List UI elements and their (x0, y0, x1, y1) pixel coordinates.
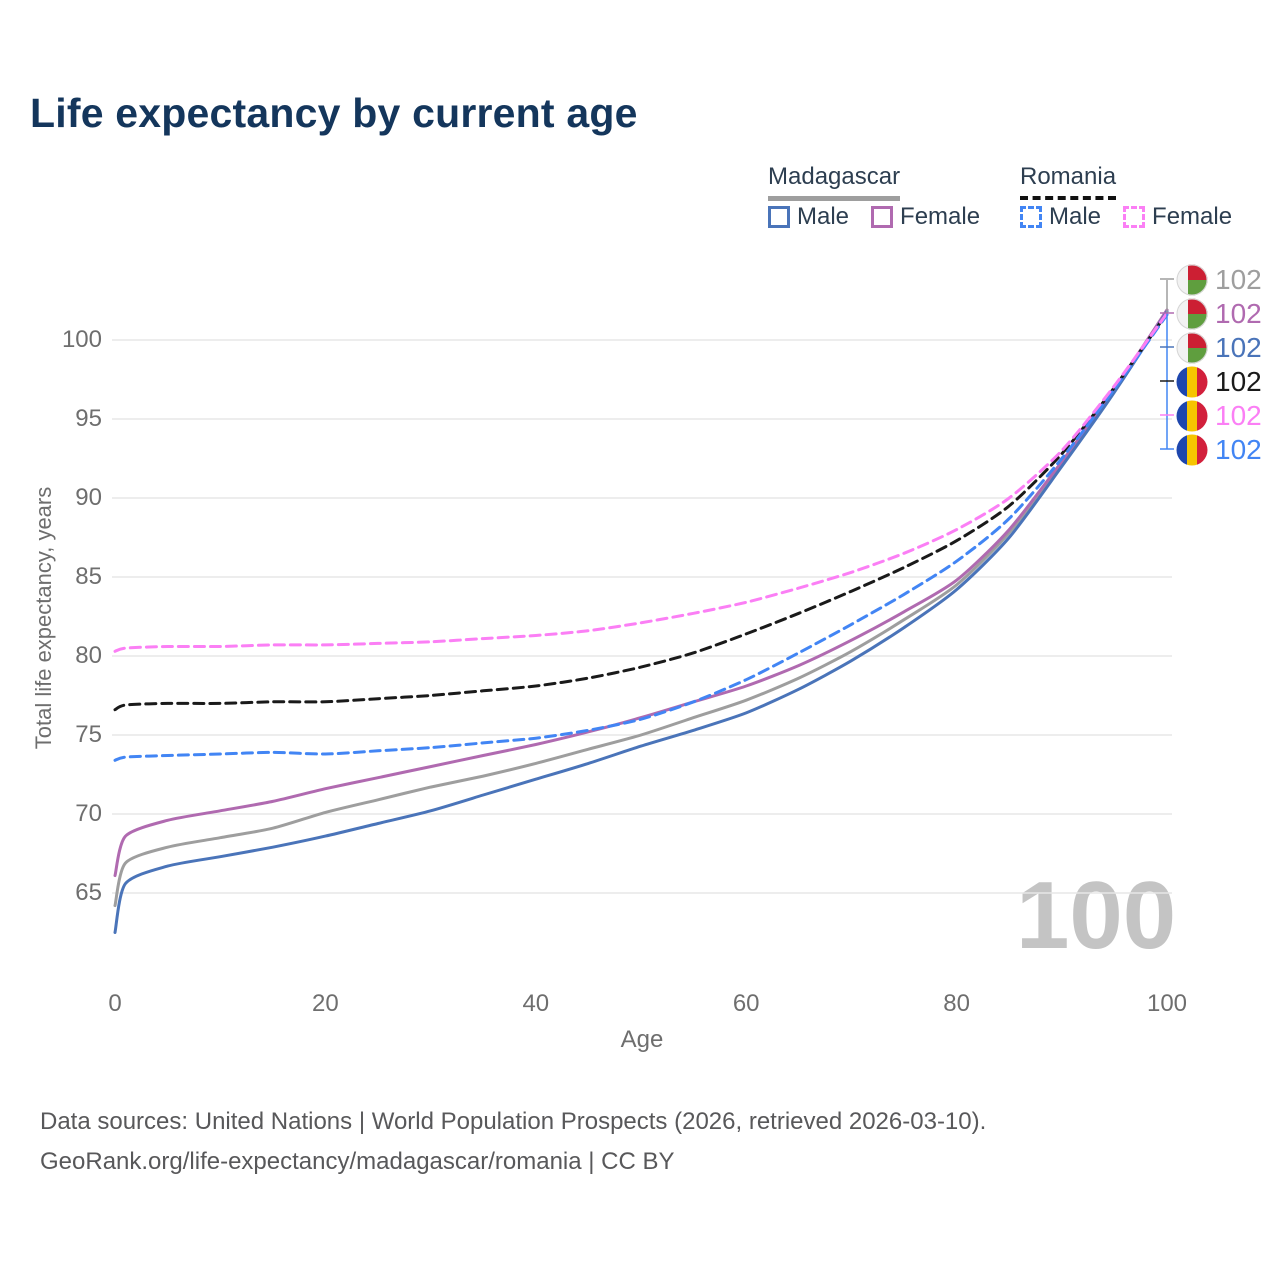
legend-group-romania: Romania Male Female (1020, 163, 1232, 230)
romania-flag-icon (1176, 434, 1208, 466)
series-line-romania-female (113, 311, 1169, 653)
end-label-value: 102 (1215, 264, 1262, 295)
x-tick-label: 40 (522, 990, 550, 1017)
series-line-madagascar-male (113, 310, 1169, 934)
romania-male-swatch-icon (1020, 206, 1042, 228)
y-tick-label: 95 (75, 405, 102, 432)
romania-flag-icon (1176, 400, 1208, 432)
series-line-romania-male (113, 313, 1169, 762)
y-tick-label: 90 (75, 484, 102, 511)
page-title: Life expectancy by current age (30, 90, 638, 136)
y-tick-label: 80 (75, 642, 102, 669)
legend-label: Female (1152, 203, 1233, 230)
end-label-value: 102 (1215, 434, 1262, 465)
end-label-madagascar-female: 102 (1176, 297, 1262, 331)
data-sources-line: Data sources: United Nations | World Pop… (40, 1108, 987, 1135)
series-line-madagascar-female (113, 308, 1169, 878)
x-tick-label: 60 (732, 990, 760, 1017)
series-line-romania-both-sexes (113, 311, 1169, 712)
end-label-value: 102 (1215, 298, 1262, 329)
legend-item-romania-female[interactable]: Female (1123, 203, 1232, 231)
y-tick-label: 100 (61, 326, 102, 353)
legend-item-madagascar-female[interactable]: Female (871, 203, 980, 231)
legend-items-romania: Male Female (1020, 203, 1232, 231)
madagascar-flag-icon (1176, 332, 1208, 364)
madagascar-female-swatch-icon (871, 206, 894, 228)
end-label-value: 102 (1215, 332, 1262, 363)
legend-title-romania: Romania (1020, 163, 1117, 200)
madagascar-male-swatch-icon (768, 206, 790, 228)
legend-label: Male (1049, 203, 1102, 230)
legend-items-madagascar: Male Female (768, 203, 980, 231)
end-labels: 102 102 102 102 102 102 (1176, 263, 1262, 467)
end-label-romania-female: 102 (1176, 399, 1262, 433)
madagascar-flag-icon (1176, 264, 1208, 296)
y-tick-label: 65 (75, 879, 102, 906)
x-tick-label: 100 (1146, 990, 1188, 1017)
romania-female-swatch-icon (1123, 206, 1146, 228)
legend-label: Female (900, 203, 981, 230)
attribution-line: GeoRank.org/life-expectancy/madagascar/r… (40, 1148, 675, 1175)
legend-label: Male (797, 203, 850, 230)
legend-item-madagascar-male[interactable]: Male (768, 203, 849, 231)
x-tick-label: 20 (312, 990, 339, 1017)
end-label-madagascar-both: 102 (1176, 263, 1262, 297)
end-label-romania-both: 102 (1176, 365, 1262, 399)
series-line-madagascar-both-sexes (113, 308, 1169, 908)
y-tick-label: 75 (75, 721, 102, 748)
legend-item-romania-male[interactable]: Male (1020, 203, 1101, 231)
age-counter-watermark: 100 (1016, 862, 1177, 969)
end-label-madagascar-male: 102 (1176, 331, 1262, 365)
y-tick-label: 85 (75, 563, 102, 590)
x-tick-label: 0 (108, 990, 122, 1017)
y-tick-label: 70 (75, 800, 102, 827)
x-tick-label: 80 (943, 990, 970, 1017)
madagascar-flag-icon (1176, 298, 1208, 330)
legend-group-madagascar: Madagascar Male Female (768, 163, 980, 230)
x-axis-title: Age (620, 1026, 664, 1053)
end-label-romania-male: 102 (1176, 433, 1262, 467)
end-label-value: 102 (1215, 400, 1262, 431)
end-label-value: 102 (1215, 366, 1262, 397)
romania-flag-icon (1176, 366, 1208, 398)
legend-title-madagascar: Madagascar (768, 163, 901, 201)
